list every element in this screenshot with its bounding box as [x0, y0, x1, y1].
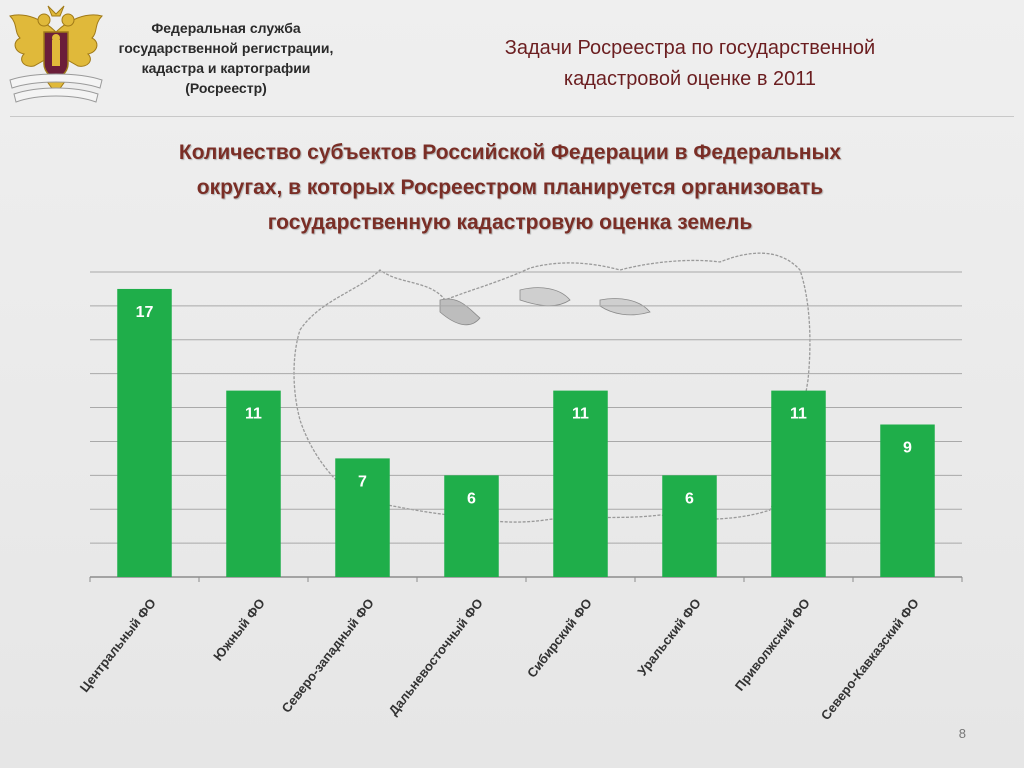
bar: [880, 424, 935, 577]
category-tick-label: Приволжский ФО: [732, 596, 813, 694]
category-tick-label: Дальневосточный ФО: [386, 596, 486, 719]
bar: [553, 390, 608, 577]
chart-title-line: Количество субъектов Российской Федераци…: [178, 141, 842, 164]
bar-value-label: 9: [903, 440, 912, 457]
bar-value-label: 7: [358, 473, 367, 490]
organization-name: Федеральная служба государственной регис…: [106, 18, 346, 98]
bars: [117, 288, 935, 577]
bar-value-label: 6: [467, 490, 476, 507]
chart-title-line: государственную кадастровую оценка земел…: [267, 211, 753, 234]
slide-title-line: кадастровой оценке в 2011: [563, 68, 817, 90]
category-tick-label: Северо-западный ФО: [279, 596, 377, 716]
category-tick-label: Центральный ФО: [77, 596, 159, 695]
bar: [662, 475, 717, 577]
double-headed-eagle-emblem-icon: [9, 5, 103, 103]
category-tick-label: Уральский ФО: [634, 596, 703, 679]
data-labels: 17 11 7 6 11 6 11 9: [136, 304, 912, 507]
bar: [444, 475, 499, 577]
bar-value-label: 6: [685, 490, 694, 507]
bar: [117, 288, 172, 577]
category-tick-label: Сибирский ФО: [524, 596, 595, 681]
bar-value-label: 11: [790, 406, 807, 423]
org-line: Федеральная служба: [151, 20, 301, 36]
category-tick-label: Южный ФО: [210, 596, 268, 664]
bar: [771, 390, 826, 577]
gridlines: [90, 271, 962, 578]
bar-value-label: 11: [245, 406, 262, 423]
header-divider: [10, 116, 1014, 117]
bar-value-label: 17: [136, 304, 154, 321]
slide-title-line: Задачи Росреестра по государственной: [504, 37, 876, 59]
slide-title: Задачи Росреестра по государственной кад…: [430, 33, 950, 95]
org-line: кадастра и картографии: [141, 60, 311, 76]
category-tick-labels: Центральный ФО Южный ФО Северо-западный ФО…: [77, 577, 963, 723]
chart-title-line: округах, в которых Росреестром планирует…: [196, 176, 824, 199]
page-number: 8: [958, 726, 966, 741]
bar: [226, 390, 281, 577]
category-tick-label: Северо-Кавказский ФО: [818, 596, 922, 723]
org-line: государственной регистрации,: [118, 40, 334, 56]
chart-title: Количество субъектов Российской Федераци…: [60, 135, 960, 240]
bar: [335, 458, 390, 577]
bar-value-label: 11: [572, 406, 589, 423]
org-line: (Росреестр): [185, 80, 267, 96]
